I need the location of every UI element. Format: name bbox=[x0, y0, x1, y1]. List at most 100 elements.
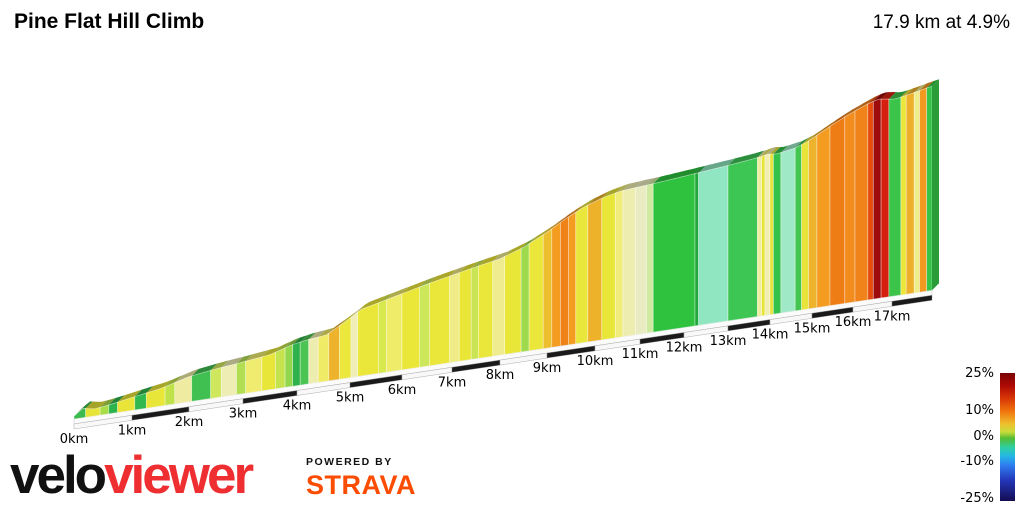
gradient-stripe bbox=[236, 360, 247, 396]
stripe-top-face bbox=[521, 236, 537, 249]
stripe-top-face bbox=[419, 276, 437, 287]
gradient-stripe bbox=[816, 125, 831, 309]
gradient-stripe bbox=[829, 116, 846, 307]
gradient-stripe bbox=[614, 190, 624, 339]
km-tick-label: 11km bbox=[622, 347, 659, 362]
stripe-top-face bbox=[695, 165, 706, 174]
stripe-top-face bbox=[245, 349, 269, 362]
gradient-stripe bbox=[328, 325, 340, 382]
legend-label-minus25: -25% bbox=[960, 491, 994, 506]
km-tick-label: 12km bbox=[666, 341, 703, 356]
gradient-stripe bbox=[646, 183, 654, 334]
stripe-top-face bbox=[808, 128, 824, 141]
gradient-stripe bbox=[844, 110, 856, 304]
stripe-top-face bbox=[765, 147, 777, 155]
gradient-stripe bbox=[221, 363, 237, 398]
gradient-stripe bbox=[764, 153, 771, 316]
gradient-stripe bbox=[419, 282, 430, 368]
km-tick-label: 1km bbox=[118, 423, 146, 438]
stripe-top-face bbox=[914, 83, 927, 93]
stripe-top-face bbox=[100, 397, 116, 408]
gradient-stripe bbox=[757, 155, 762, 317]
km-tick-label: 4km bbox=[283, 399, 311, 414]
stripe-top-face bbox=[191, 363, 218, 376]
stripe-top-face bbox=[339, 310, 358, 326]
stripe-top-face bbox=[568, 205, 583, 217]
gradient-stripe bbox=[492, 255, 506, 357]
stripe-top-face bbox=[459, 261, 479, 273]
stripe-top-face bbox=[402, 280, 427, 294]
stripe-top-face bbox=[888, 90, 908, 100]
gradient-stripe bbox=[900, 94, 907, 296]
gradient-stripe bbox=[99, 404, 110, 416]
gradient-stripe bbox=[913, 89, 920, 294]
stripe-top-face bbox=[165, 375, 182, 387]
stripe-top-face bbox=[146, 379, 173, 393]
gradient-stripe bbox=[350, 311, 359, 378]
gradient-stripe bbox=[601, 192, 616, 341]
km-tick-label: 6km bbox=[388, 383, 416, 398]
gradient-stripe bbox=[905, 92, 915, 295]
gradient-stripe bbox=[339, 316, 352, 380]
stripe-top-face bbox=[698, 158, 735, 173]
stripe-top-face bbox=[504, 241, 529, 257]
gradient-stripe bbox=[872, 98, 882, 300]
km-tick-label: 3km bbox=[229, 407, 257, 422]
legend-label-25: 25% bbox=[965, 366, 994, 381]
gradient-stripe bbox=[773, 152, 782, 315]
km-tick-label: 15km bbox=[794, 321, 831, 336]
stripe-top-face bbox=[285, 337, 300, 348]
ruler-km-segment bbox=[891, 295, 933, 307]
stripe-top-face bbox=[543, 221, 559, 235]
stripe-top-face bbox=[855, 96, 875, 111]
stripe-top-face bbox=[780, 141, 803, 153]
gradient-stripe bbox=[504, 247, 522, 355]
gradient-stripe bbox=[164, 382, 176, 406]
stripe-top-face bbox=[85, 400, 108, 409]
gradient-stripe bbox=[801, 140, 809, 311]
gradient-stripe bbox=[528, 233, 544, 352]
stripe-top-face bbox=[429, 269, 457, 284]
gradient-stripe bbox=[317, 332, 330, 383]
gradient-stripe bbox=[551, 221, 561, 348]
stripe-top-face bbox=[108, 395, 125, 405]
stripe-top-face bbox=[210, 360, 229, 371]
stripe-top-face bbox=[622, 180, 643, 191]
distance-gradient-summary: 17.9 km at 4.9% bbox=[872, 12, 1010, 33]
stripe-top-face bbox=[275, 340, 293, 353]
gradient-stripe bbox=[794, 144, 802, 312]
gradient-stripe bbox=[854, 103, 869, 303]
page-title: Pine Flat Hill Climb bbox=[14, 10, 205, 33]
stripe-top-face bbox=[881, 92, 896, 100]
stripe-top-face bbox=[830, 109, 852, 127]
stripe-top-face bbox=[236, 354, 253, 364]
gradient-stripe bbox=[520, 242, 530, 353]
gradient-stripe bbox=[284, 344, 294, 388]
stripe-top-face bbox=[770, 147, 781, 154]
stripe-top-face bbox=[926, 79, 939, 88]
stripe-top-face bbox=[844, 104, 862, 117]
stripe-top-face bbox=[292, 335, 308, 345]
stripe-top-face bbox=[653, 166, 702, 184]
gradient-stripe bbox=[888, 96, 902, 298]
stripe-top-face bbox=[551, 215, 568, 229]
stripe-top-face bbox=[761, 148, 772, 157]
gradient-stripe bbox=[73, 408, 86, 420]
gradient-stripe bbox=[560, 216, 569, 347]
gradient-legend: 25% 10% 0% -10% -25% bbox=[950, 366, 1020, 508]
gradient-stripe bbox=[652, 173, 696, 333]
stripe-top-face bbox=[816, 119, 837, 136]
gradient-stripe bbox=[299, 339, 310, 386]
stripe-top-face bbox=[801, 133, 816, 145]
stripe-top-face bbox=[601, 186, 623, 199]
stripe-top-face bbox=[560, 209, 576, 223]
km-tick-label: 16km bbox=[835, 315, 872, 330]
gradient-stripe bbox=[275, 347, 286, 390]
stripe-top-face bbox=[74, 401, 93, 417]
km-tick-label: 0km bbox=[60, 432, 88, 447]
strava-logo-text: STRAVA bbox=[306, 470, 416, 500]
powered-by-label: POWERED BY bbox=[306, 456, 393, 468]
gradient-stripe bbox=[357, 302, 379, 377]
